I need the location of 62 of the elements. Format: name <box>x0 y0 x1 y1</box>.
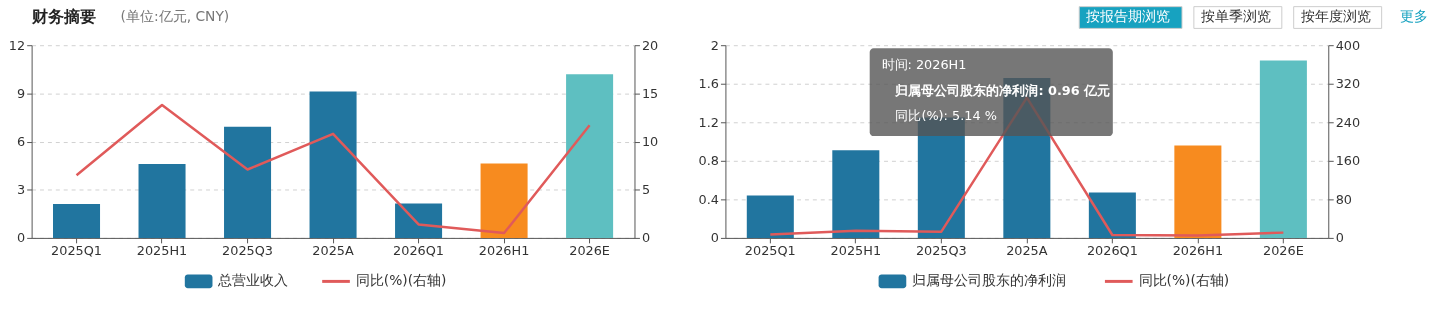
x-tick-label: 2026H1 <box>478 243 530 259</box>
y-tick-label: 3 <box>17 182 26 198</box>
x-tick-label: 2026E <box>1263 243 1304 259</box>
bar <box>309 91 357 238</box>
y2-tick-label: 10 <box>641 134 659 149</box>
y2-tick-label: 15 <box>641 85 659 101</box>
y2-tick-label: 0 <box>1335 230 1344 246</box>
annotation: 同比(%): 5.14 % <box>895 108 997 124</box>
y-tick-label: 9 <box>17 85 26 101</box>
y-tick-label: 6 <box>17 134 26 149</box>
y-tick-label: 0 <box>17 230 26 246</box>
chart-subtitle: (单位:亿元, CNY) <box>120 8 230 25</box>
text: 按年度浏览 <box>1300 8 1371 25</box>
bar <box>1174 145 1222 238</box>
annotation: 归属母公司股东的净利润: 0.96 亿元 <box>894 82 1111 98</box>
x-tick-label: 2026Q1 <box>393 243 445 259</box>
x-tick-label: 2026E <box>569 243 610 259</box>
x-tick-label: 2025Q3 <box>222 243 273 259</box>
bar <box>224 126 272 238</box>
y2-tick-label: 80 <box>1335 191 1353 207</box>
legend-label: 总营业收入 <box>217 272 289 289</box>
y-tick-label: 1.6 <box>698 76 719 92</box>
x-tick-label: 2025Q1 <box>744 243 796 259</box>
text: 按单季浏览 <box>1200 8 1271 25</box>
y-tick-label: 12 <box>8 37 26 53</box>
y2-tick-label: 320 <box>1335 76 1361 92</box>
y2-tick-label: 5 <box>641 182 651 198</box>
x-tick-label: 2025A <box>312 243 354 259</box>
y2-tick-label: 240 <box>1335 114 1361 130</box>
y2-tick-label: 160 <box>1335 153 1361 169</box>
bar <box>832 150 880 238</box>
text: 更多 <box>1400 8 1429 25</box>
bar <box>566 74 614 238</box>
x-tick-label: 2025H1 <box>136 243 188 259</box>
y-tick-label: 0 <box>710 230 719 246</box>
chart-title: 财务摘要 <box>30 7 96 27</box>
x-tick-label: 2026Q1 <box>1086 243 1138 259</box>
legend-label: 同比(%)(右轴) <box>355 272 447 289</box>
bar <box>138 163 186 238</box>
x-tick-label: 2025H1 <box>830 243 882 259</box>
y-tick-label: 2 <box>710 37 719 53</box>
y2-tick-label: 20 <box>641 37 659 53</box>
y-tick-label: 1.2 <box>698 114 719 130</box>
line-series <box>75 103 591 235</box>
legend-label: 归属母公司股东的净利润 <box>912 272 1067 289</box>
bar <box>53 204 101 238</box>
bar <box>480 163 528 238</box>
x-tick-label: 2026H1 <box>1172 243 1224 259</box>
x-tick-label: 2025A <box>1006 243 1048 259</box>
x-tick-label: 2025Q3 <box>915 243 967 259</box>
y2-tick-label: 0 <box>641 230 651 246</box>
y-tick-label: 0.8 <box>698 153 719 169</box>
y-tick-label: 0.4 <box>698 191 719 207</box>
y2-tick-label: 400 <box>1335 37 1361 53</box>
bar <box>395 203 443 238</box>
annotation: 时间: 2026H1 <box>881 56 967 72</box>
bar <box>746 195 794 238</box>
x-tick-label: 2025Q1 <box>51 243 102 259</box>
text: 按报告期浏览 <box>1086 8 1171 25</box>
bar <box>1259 60 1307 238</box>
bar <box>1088 192 1136 238</box>
legend-label: 同比(%)(右轴) <box>1138 272 1230 289</box>
